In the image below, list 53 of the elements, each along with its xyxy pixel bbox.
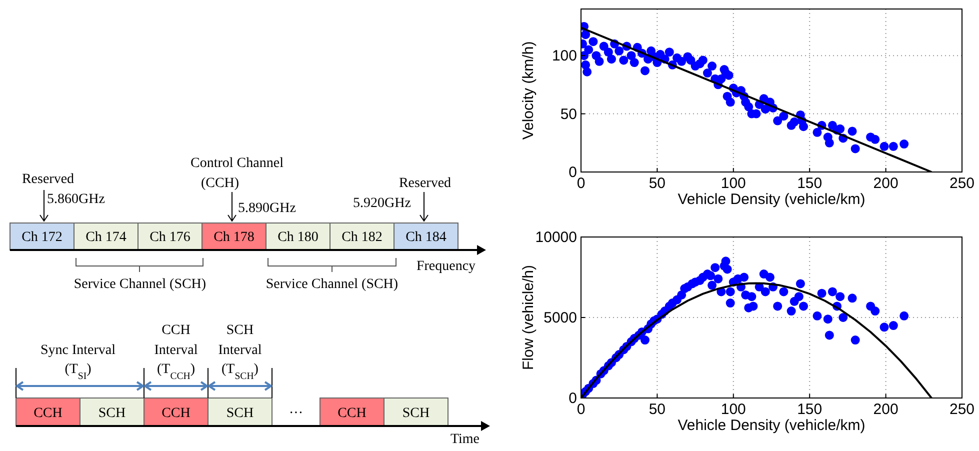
text: SCH	[226, 406, 254, 421]
text: CCH	[338, 406, 366, 421]
text: Sync Interval	[40, 343, 116, 358]
x-tick-label: 50	[648, 401, 666, 418]
text: Control Channel	[190, 156, 284, 171]
y-axis-title: Velocity (km/h)	[520, 41, 537, 140]
y-tick-label: 50	[560, 106, 577, 123]
x-axis-title: Vehicle Density (vehicle/km)	[678, 417, 866, 434]
x-tick-label: 50	[648, 175, 666, 192]
text: (T$_{SCH}$)	[222, 362, 259, 382]
x-axis-title: Vehicle Density (vehicle/km)	[678, 191, 866, 208]
text: (T$_{CCH}$)	[156, 362, 196, 382]
x-tick-label: 150	[797, 401, 822, 418]
text: Reserved	[22, 172, 74, 187]
text: Ch 180	[278, 230, 318, 245]
text: (T$_{SI}$)	[64, 362, 92, 382]
text: Interval	[218, 343, 262, 358]
text: 5.860GHz	[47, 192, 105, 207]
text: Ch 174	[86, 230, 126, 245]
text: CCH	[162, 406, 190, 421]
y-tick-label: 0	[568, 390, 577, 407]
text: Time	[450, 432, 480, 447]
text: Interval	[154, 343, 198, 358]
x-tick-label: 200	[873, 401, 898, 418]
text: Ch 172	[22, 230, 62, 245]
text: CCH	[162, 323, 190, 338]
text: SCH	[402, 406, 430, 421]
x-tick-label: 200	[873, 175, 898, 192]
text: Reserved	[398, 176, 452, 191]
x-tick-label: 100	[720, 175, 746, 192]
y-tick-label: 0	[568, 164, 577, 181]
text: Ch 178	[214, 230, 254, 245]
text: Ch 184	[406, 230, 446, 245]
y-tick-label: 5000	[544, 310, 577, 326]
text: 5.920GHz	[353, 196, 411, 211]
text: SCH	[98, 406, 126, 421]
x-tick-label: 150	[797, 175, 822, 192]
text: Service Channel (SCH)	[74, 277, 206, 292]
x-tick-label: 250	[949, 175, 975, 192]
y-tick-label: 10000	[535, 229, 577, 246]
text: Frequency	[416, 259, 476, 274]
y-axis-title: Flow (vehicle/h)	[520, 264, 537, 370]
text: ···	[289, 406, 303, 421]
y-tick-label: 100	[552, 48, 577, 65]
text: CCH	[34, 406, 62, 421]
text: Ch 182	[342, 230, 382, 245]
text: SCH	[226, 323, 254, 338]
text: (CCH)	[200, 176, 240, 191]
text: 5.890GHz	[238, 201, 296, 216]
x-tick-label: 100	[720, 401, 746, 418]
text: Service Channel (SCH)	[266, 277, 398, 292]
text: Ch 176	[150, 230, 190, 245]
x-tick-label: 250	[949, 401, 975, 418]
